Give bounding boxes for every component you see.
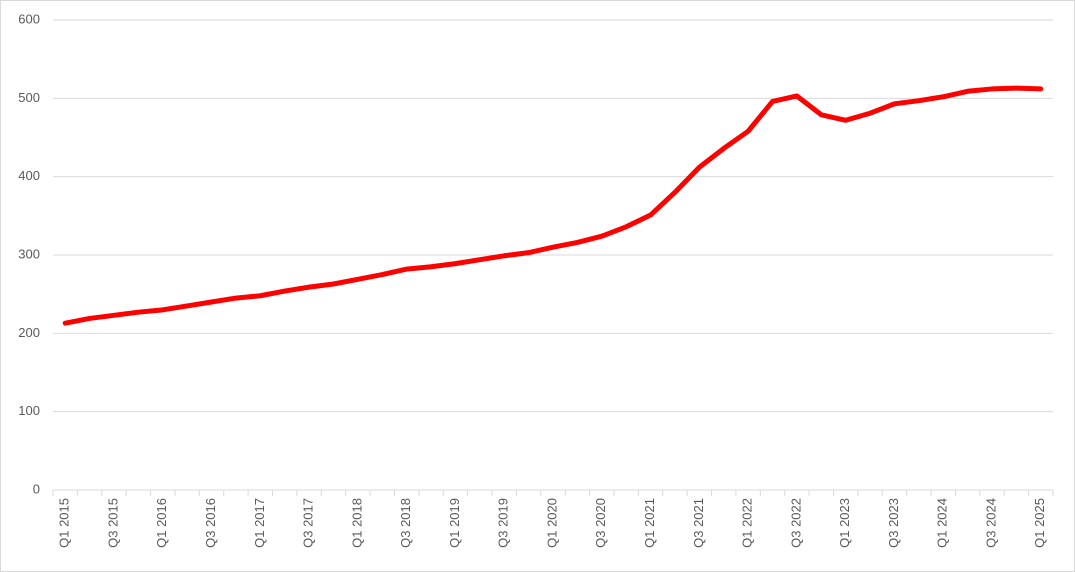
y-tick-label: 600 <box>18 11 40 26</box>
x-tick-label: Q1 2016 <box>154 498 169 548</box>
x-tick-label: Q3 2022 <box>788 498 803 548</box>
y-tick-label: 300 <box>18 246 40 261</box>
x-tick-label: Q1 2023 <box>837 498 852 548</box>
x-tick-label: Q3 2017 <box>301 498 316 548</box>
x-tick-label: Q1 2015 <box>57 498 72 548</box>
x-tick-label: Q3 2021 <box>691 498 706 548</box>
x-tick-label: Q1 2024 <box>935 498 950 548</box>
line-series <box>62 85 1044 326</box>
y-tick-label: 0 <box>33 481 40 496</box>
y-tick-label: 500 <box>18 90 40 105</box>
x-tick-label: Q3 2024 <box>983 498 998 548</box>
x-tick-label: Q3 2023 <box>886 498 901 548</box>
x-tick-label: Q3 2018 <box>398 498 413 548</box>
x-tick-label: Q1 2025 <box>1032 498 1047 548</box>
x-tick-label: Q1 2018 <box>349 498 364 548</box>
x-tick-label: Q3 2015 <box>105 498 120 548</box>
x-tick-label: Q1 2021 <box>642 498 657 548</box>
y-tick-label: 200 <box>18 325 40 340</box>
x-tick-label: Q1 2019 <box>447 498 462 548</box>
y-tick-label: 400 <box>18 168 40 183</box>
x-tick-label: Q3 2016 <box>203 498 218 548</box>
x-tick-label: Q1 2017 <box>252 498 267 548</box>
y-tick-label: 100 <box>18 403 40 418</box>
x-tick-label: Q1 2020 <box>544 498 559 548</box>
x-tick-label: Q1 2022 <box>740 498 755 548</box>
x-tick-label: Q3 2020 <box>593 498 608 548</box>
x-tick-label: Q3 2019 <box>496 498 511 548</box>
